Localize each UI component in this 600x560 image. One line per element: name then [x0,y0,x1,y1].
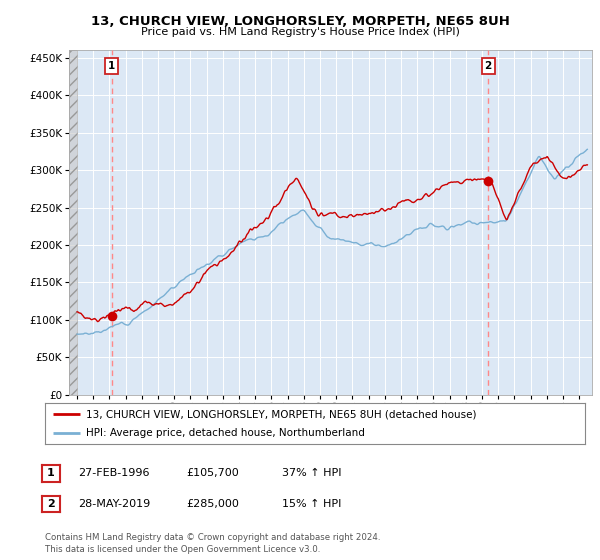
Text: 37% ↑ HPI: 37% ↑ HPI [282,468,341,478]
Text: £105,700: £105,700 [186,468,239,478]
Text: Contains HM Land Registry data © Crown copyright and database right 2024.
This d: Contains HM Land Registry data © Crown c… [45,533,380,554]
Bar [69,50,77,395]
Text: 13, CHURCH VIEW, LONGHORSLEY, MORPETH, NE65 8UH (detached house): 13, CHURCH VIEW, LONGHORSLEY, MORPETH, N… [86,409,476,419]
Text: 2: 2 [47,499,55,509]
Text: HPI: Average price, detached house, Northumberland: HPI: Average price, detached house, Nort… [86,428,364,438]
Text: 1: 1 [109,61,116,71]
Text: 27-FEB-1996: 27-FEB-1996 [78,468,149,478]
Text: 2: 2 [485,61,492,71]
Text: Price paid vs. HM Land Registry's House Price Index (HPI): Price paid vs. HM Land Registry's House … [140,27,460,38]
Text: 1: 1 [47,468,55,478]
Text: 15% ↑ HPI: 15% ↑ HPI [282,499,341,509]
Text: 28-MAY-2019: 28-MAY-2019 [78,499,150,509]
Text: £285,000: £285,000 [186,499,239,509]
Text: 13, CHURCH VIEW, LONGHORSLEY, MORPETH, NE65 8UH: 13, CHURCH VIEW, LONGHORSLEY, MORPETH, N… [91,15,509,28]
Bar [69,50,77,395]
